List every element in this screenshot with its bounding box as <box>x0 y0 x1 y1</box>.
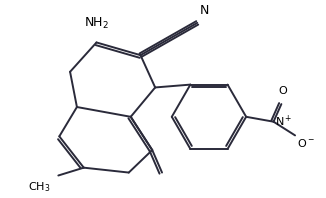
Text: O$^-$: O$^-$ <box>297 137 315 149</box>
Text: CH$_3$: CH$_3$ <box>28 180 51 194</box>
Text: N$^+$: N$^+$ <box>275 114 293 129</box>
Text: N: N <box>200 4 210 17</box>
Text: NH$_2$: NH$_2$ <box>84 16 109 31</box>
Text: O: O <box>278 86 287 96</box>
